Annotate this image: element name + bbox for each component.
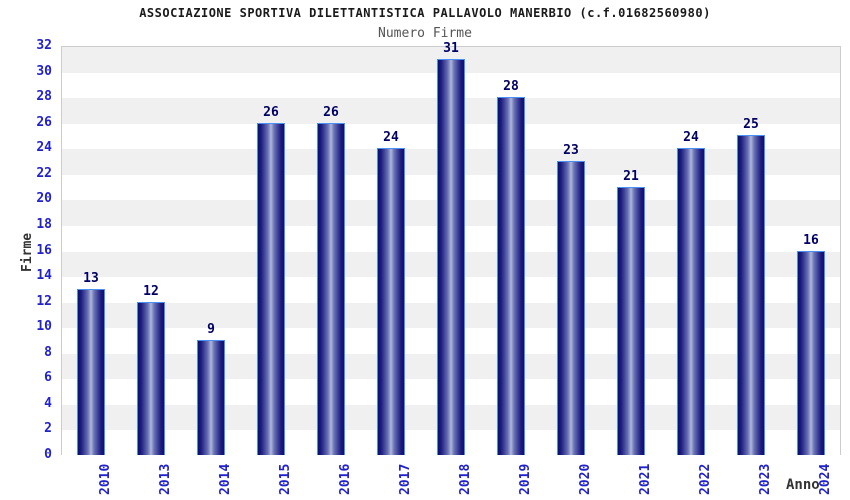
bar-2019 [497, 97, 525, 455]
bar-value-label: 25 [743, 117, 759, 133]
y-tick-label: 26 [36, 114, 52, 130]
bar-2016 [317, 122, 345, 455]
x-tick-label: 2020 [578, 463, 593, 495]
bar-value-label: 23 [563, 143, 579, 159]
y-tick-label: 4 [44, 395, 52, 411]
y-tick-label: 14 [36, 268, 52, 284]
bar-2024 [797, 250, 825, 455]
x-tick-label: 2023 [758, 463, 773, 495]
y-tick-label: 28 [36, 89, 52, 105]
x-tick-label: 2014 [218, 463, 233, 495]
bar-value-label: 31 [443, 40, 459, 56]
y-tick-label: 0 [44, 447, 52, 462]
y-tick-label: 22 [36, 165, 52, 181]
bar-2022 [677, 148, 705, 455]
bar-value-label: 21 [623, 168, 639, 184]
bar-value-label: 12 [143, 283, 159, 299]
bar-value-label: 28 [503, 79, 519, 95]
chart-subtitle: Numero Firme [378, 26, 472, 41]
bar-2020 [557, 161, 585, 455]
bar-2010 [77, 288, 105, 455]
x-axis-title: Anno [786, 477, 820, 493]
y-tick-label: 12 [36, 293, 52, 309]
bar-value-label: 13 [83, 270, 99, 286]
y-tick-label: 16 [36, 242, 52, 258]
x-tick-label: 2010 [98, 463, 113, 495]
x-tick-label: 2019 [518, 463, 533, 495]
bar-2018 [437, 58, 465, 455]
y-tick-label: 30 [36, 63, 52, 79]
bar-value-label: 9 [207, 321, 215, 337]
bar-2015 [257, 122, 285, 455]
x-tick-label: 2024 [818, 463, 833, 495]
x-tick-label: 2022 [698, 463, 713, 495]
bar-2014 [197, 339, 225, 455]
x-tick-label: 2021 [638, 463, 653, 495]
bar-2013 [137, 301, 165, 455]
y-tick-label: 32 [36, 38, 52, 53]
y-tick-label: 8 [44, 344, 52, 360]
bar-value-label: 24 [383, 130, 399, 146]
bar-2023 [737, 135, 765, 455]
y-tick-label: 18 [36, 216, 52, 232]
y-tick-label: 2 [44, 421, 52, 437]
y-tick-label: 10 [36, 319, 52, 335]
x-tick-label: 2015 [278, 463, 293, 495]
y-tick-label: 20 [36, 191, 52, 207]
x-tick-label: 2017 [398, 463, 413, 495]
bar-value-label: 16 [803, 232, 819, 248]
bar-value-label: 26 [263, 104, 279, 120]
y-tick-label: 6 [44, 370, 52, 386]
bar-2021 [617, 186, 645, 455]
bar-2017 [377, 148, 405, 455]
x-tick-label: 2013 [158, 463, 173, 495]
bar-value-label: 26 [323, 104, 339, 120]
x-tick-label: 2016 [338, 463, 353, 495]
chart-title: ASSOCIAZIONE SPORTIVA DILETTANTISTICA PA… [139, 6, 711, 20]
x-tick-label: 2018 [458, 463, 473, 495]
bar-value-label: 24 [683, 130, 699, 146]
y-tick-label: 24 [36, 140, 52, 156]
